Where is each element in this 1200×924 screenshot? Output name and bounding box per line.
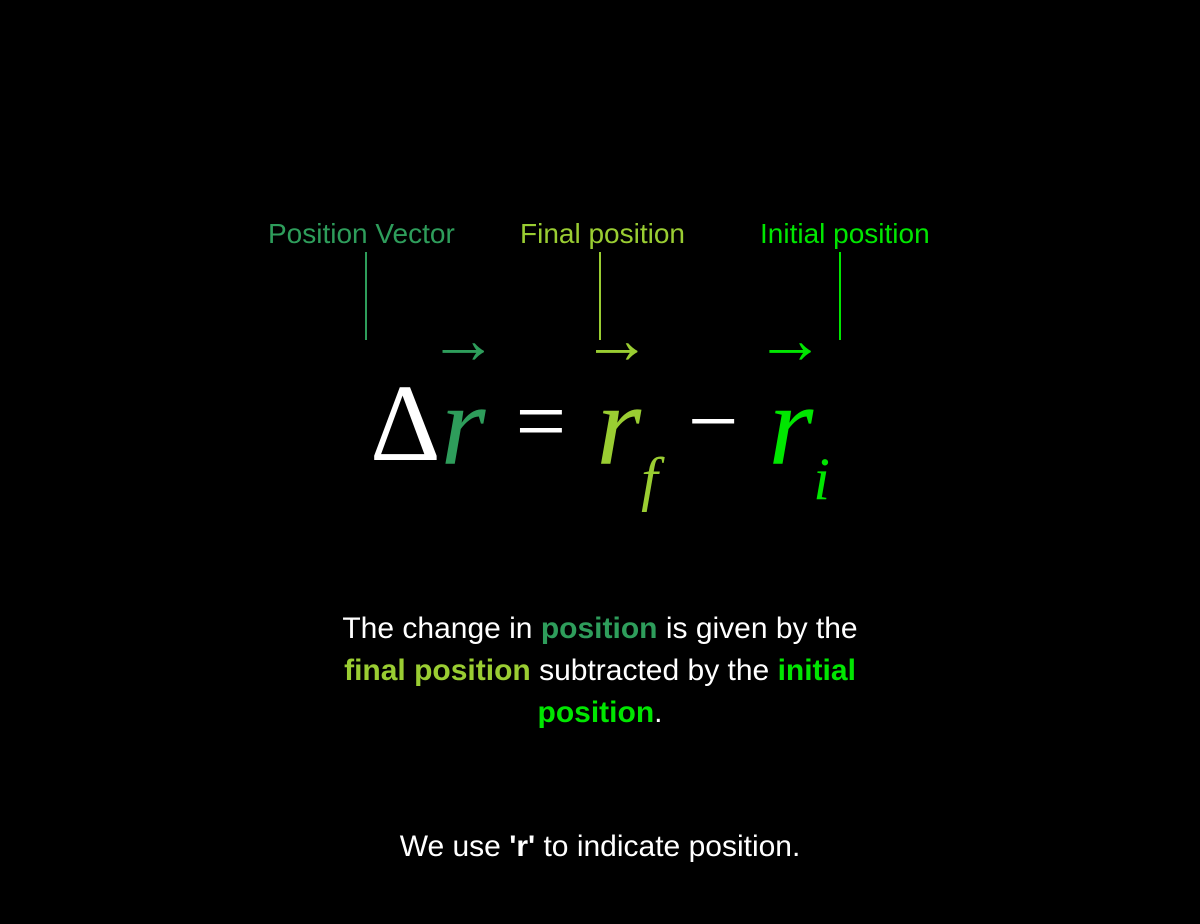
footer-post: to indicate position.	[535, 830, 800, 863]
sub-f: f	[641, 446, 658, 512]
desc-post3: .	[654, 696, 662, 729]
desc-pre1: The change in	[342, 612, 540, 645]
desc-line3: position.	[180, 692, 1020, 734]
vector-arrow-ri: →	[755, 306, 825, 376]
label-final-position: Final position	[520, 218, 685, 250]
desc-hl-final: final position	[344, 654, 531, 687]
minus-sign: −	[658, 370, 769, 473]
term-ri: → ri	[769, 360, 830, 492]
desc-hl-position: position	[541, 612, 658, 645]
var-ri: r	[769, 362, 814, 489]
desc-hl-position2: position	[538, 696, 655, 729]
label-initial-position: Initial position	[760, 218, 930, 250]
footer-pre: We use	[400, 830, 510, 863]
equation: Δ → r = → rf − → ri	[0, 360, 1200, 492]
vector-arrow-rf: →	[582, 306, 652, 376]
desc-line2: final position subtracted by the initial	[180, 650, 1020, 692]
var-r: r	[441, 362, 486, 489]
footer-note: We use 'r' to indicate position.	[0, 830, 1200, 864]
label-position-vector: Position Vector	[268, 218, 455, 250]
desc-post1: is given by the	[658, 612, 858, 645]
vector-arrow-r: →	[428, 306, 498, 376]
sub-i: i	[813, 446, 830, 512]
term-r: → r	[441, 360, 486, 492]
equals-sign: =	[486, 370, 597, 473]
desc-line1: The change in position is given by the	[180, 608, 1020, 650]
desc-hl-initial: initial	[778, 654, 856, 687]
description-text: The change in position is given by the f…	[180, 608, 1020, 734]
var-rf: r	[596, 362, 641, 489]
desc-mid2: subtracted by the	[531, 654, 778, 687]
footer-bold: 'r'	[509, 830, 535, 863]
delta-symbol: Δ	[370, 360, 441, 487]
term-rf: → rf	[596, 360, 657, 492]
